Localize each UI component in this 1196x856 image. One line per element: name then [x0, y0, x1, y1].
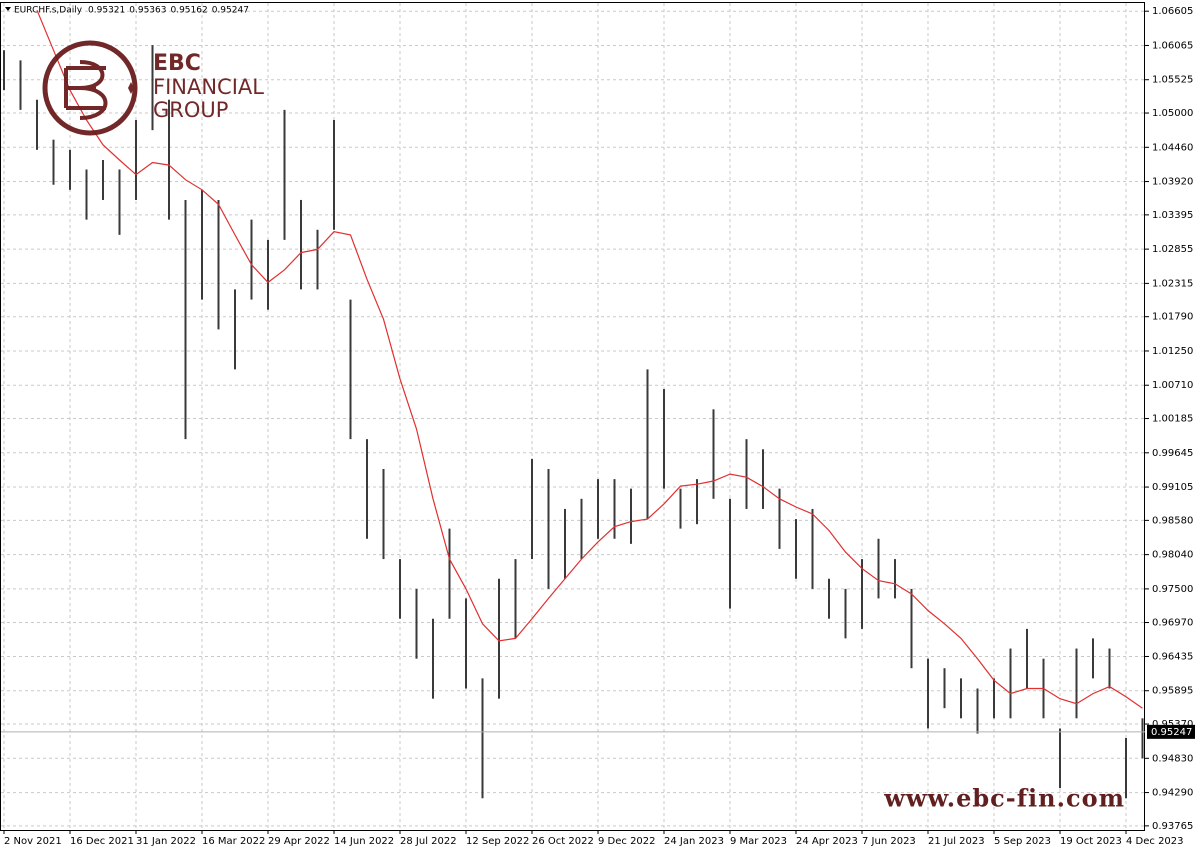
header-value: 0.95162: [170, 6, 207, 16]
x-tick-label: 24 Jan 2023: [664, 836, 724, 847]
x-tick-label: 2 Nov 2021: [4, 836, 62, 847]
y-tick-label: 1.05525: [1152, 75, 1193, 86]
y-tick-label: 0.96435: [1152, 651, 1193, 662]
current-price-label: 0.95247: [1151, 727, 1192, 738]
x-tick-label: 9 Mar 2023: [730, 836, 787, 847]
logo-star: [128, 82, 134, 94]
x-tick-label: 16 Dec 2021: [70, 836, 134, 847]
x-tick-label: 16 Mar 2022: [202, 836, 265, 847]
header-value: 0.95363: [129, 6, 166, 16]
header-value: 0.95247: [212, 6, 249, 16]
logo-ring: [42, 40, 138, 136]
y-tick-label: 1.01250: [1152, 346, 1193, 357]
watermark-line: GROUP: [153, 98, 228, 122]
x-tick-label: 19 Oct 2023: [1060, 836, 1122, 847]
y-tick-label: 0.97500: [1152, 584, 1193, 595]
plot-frame: [0, 2, 1145, 831]
y-tick-label: 0.94830: [1152, 753, 1193, 764]
y-tick-label: 0.96970: [1152, 618, 1193, 629]
y-tick-label: 0.95895: [1152, 686, 1193, 697]
y-tick-label: 1.06065: [1152, 40, 1193, 51]
y-tick-label: 1.06605: [1152, 6, 1193, 17]
y-tick-label: 1.03395: [1152, 210, 1193, 221]
x-tick-label: 31 Jan 2022: [136, 836, 196, 847]
x-tick-label: 28 Jul 2022: [400, 836, 457, 847]
x-tick-label: 14 Jun 2022: [334, 836, 394, 847]
x-tick-label: 9 Dec 2022: [598, 836, 656, 847]
y-tick-label: 1.03920: [1152, 177, 1193, 188]
y-tick-label: 1.02315: [1152, 278, 1193, 289]
watermark-line: FINANCIAL: [153, 75, 264, 99]
header-arrow: [5, 7, 11, 11]
y-tick-label: 0.99105: [1152, 482, 1193, 493]
y-tick-label: 0.95370: [1152, 719, 1193, 730]
watermark: EBC FINANCIAL GROUP www.ebc-fin.com: [42, 40, 1125, 813]
y-tick-label: 0.98580: [1152, 515, 1193, 526]
x-tick-label: 7 Jun 2023: [862, 836, 916, 847]
y-tick-label: 1.05000: [1152, 108, 1193, 119]
x-tick-label: 29 Apr 2022: [268, 836, 330, 847]
y-tick-label: 1.04460: [1152, 142, 1193, 153]
x-tick-label: 24 Apr 2023: [796, 836, 858, 847]
header: EURCHF.s,Daily 0.95321 0.95363 0.95162 0.952…: [5, 6, 249, 16]
header-symbol: EURCHF.s,Daily: [14, 6, 83, 16]
logo-mark: [64, 60, 108, 120]
grid: [1, 3, 1144, 829]
x-tick-label: 5 Sep 2023: [994, 836, 1051, 847]
y-tick-label: 0.98040: [1152, 550, 1193, 561]
y-tick-label: 0.99645: [1152, 448, 1193, 459]
watermark-brand: EBC: [153, 51, 201, 76]
x-tick-label: 4 Dec 2023: [1126, 836, 1184, 847]
y-tick-label: 1.00185: [1152, 414, 1193, 425]
y-tick-label: 1.02855: [1152, 244, 1193, 255]
y-tick-label: 1.01790: [1152, 312, 1193, 323]
y-tick-label: 0.94290: [1152, 788, 1193, 799]
moving-average: [36, 9, 1143, 709]
header-value: 0.95321: [88, 6, 125, 16]
current-price-box: [1147, 724, 1195, 739]
watermark-url: www.ebc-fin.com: [883, 784, 1125, 813]
x-tick-label: 21 Jul 2023: [928, 836, 985, 847]
y-tick-label: 1.00710: [1152, 380, 1193, 391]
y-tick-label: 0.93765: [1152, 821, 1193, 832]
x-tick-label: 26 Oct 2022: [532, 836, 594, 847]
x-tick-label: 12 Sep 2022: [466, 836, 529, 847]
